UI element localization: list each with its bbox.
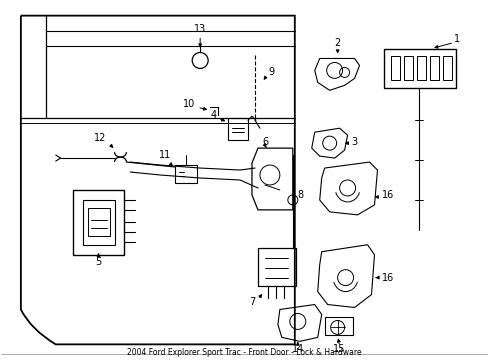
Bar <box>429 57 438 80</box>
Text: 2: 2 <box>334 37 340 48</box>
Bar <box>87 208 109 236</box>
Text: 15: 15 <box>333 345 345 354</box>
Bar <box>73 190 124 255</box>
Text: 3: 3 <box>351 137 357 147</box>
Text: 9: 9 <box>267 67 273 77</box>
Text: 14: 14 <box>291 345 304 354</box>
Text: 16: 16 <box>381 273 393 283</box>
Text: 11: 11 <box>159 150 171 160</box>
Text: 1: 1 <box>453 33 459 44</box>
Bar <box>442 57 451 80</box>
Bar <box>82 200 114 245</box>
Bar <box>175 165 197 183</box>
Text: 4: 4 <box>210 110 217 120</box>
Bar <box>258 248 295 285</box>
Bar <box>416 57 426 80</box>
Bar <box>390 57 400 80</box>
Text: 7: 7 <box>248 297 254 306</box>
Text: 16: 16 <box>381 190 393 200</box>
Text: 2004 Ford Explorer Sport Trac - Front Door - Lock & Hardware: 2004 Ford Explorer Sport Trac - Front Do… <box>126 348 361 357</box>
Text: 10: 10 <box>183 99 195 109</box>
Text: 8: 8 <box>297 190 304 200</box>
Text: 13: 13 <box>194 24 206 33</box>
Bar <box>404 57 412 80</box>
Text: 12: 12 <box>94 133 106 143</box>
Bar <box>227 118 247 140</box>
Text: 6: 6 <box>262 137 267 147</box>
Text: 5: 5 <box>95 257 102 267</box>
Bar <box>384 49 455 88</box>
Bar <box>324 318 352 336</box>
